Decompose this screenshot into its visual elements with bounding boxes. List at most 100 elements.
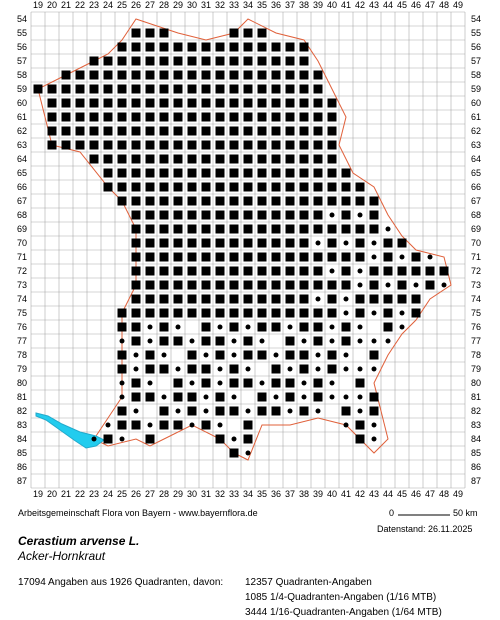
occurrence-square	[257, 280, 267, 290]
occurrence-square	[201, 42, 211, 52]
row-label: 58	[471, 70, 481, 80]
occurrence-square	[313, 224, 323, 234]
row-label: 78	[471, 350, 481, 360]
occurrence-dot	[105, 422, 111, 428]
occurrence-dot	[371, 338, 377, 344]
occurrence-square	[271, 112, 281, 122]
column-label: 49	[453, 489, 463, 499]
occurrence-square	[313, 70, 323, 80]
row-label: 65	[17, 168, 27, 178]
occurrence-square	[75, 98, 85, 108]
occurrence-dot	[357, 408, 363, 414]
occurrence-square	[159, 42, 169, 52]
occurrence-dot	[119, 338, 125, 344]
occurrence-square	[201, 168, 211, 178]
occurrence-square	[285, 224, 295, 234]
occurrence-square	[383, 266, 393, 276]
scale-end: 50 km	[453, 508, 478, 518]
row-label: 79	[17, 364, 27, 374]
column-label: 39	[313, 489, 323, 499]
row-label: 68	[17, 210, 27, 220]
occurrence-dot	[287, 324, 293, 330]
row-label: 86	[471, 462, 481, 472]
occurrence-square	[369, 210, 379, 220]
occurrence-square	[285, 238, 295, 248]
occurrence-square	[229, 266, 239, 276]
occurrence-square	[299, 308, 309, 318]
occurrence-square	[159, 182, 169, 192]
occurrence-square	[229, 196, 239, 206]
occurrence-square	[271, 98, 281, 108]
occurrence-dot	[357, 366, 363, 372]
row-label: 55	[17, 28, 27, 38]
occurrence-square	[285, 56, 295, 66]
occurrence-square	[313, 140, 323, 150]
occurrence-square	[187, 224, 197, 234]
occurrence-square	[117, 308, 127, 318]
occurrence-dot	[119, 394, 125, 400]
occurrence-square	[243, 420, 253, 430]
occurrence-square	[117, 420, 127, 430]
occurrence-dot	[399, 310, 405, 316]
occurrence-square	[271, 322, 281, 332]
occurrence-square	[201, 224, 211, 234]
occurrence-square	[243, 112, 253, 122]
occurrence-square	[117, 84, 127, 94]
occurrence-dot	[357, 338, 363, 344]
occurrence-square	[271, 364, 281, 374]
occurrence-square	[243, 266, 253, 276]
occurrence-square	[229, 84, 239, 94]
occurrence-square	[285, 126, 295, 136]
occurrence-square	[355, 434, 365, 444]
occurrence-dot	[413, 282, 419, 288]
occurrence-square	[313, 322, 323, 332]
occurrence-dot	[147, 380, 153, 386]
occurrence-square	[187, 294, 197, 304]
occurrence-square	[257, 168, 267, 178]
occurrence-square	[215, 154, 225, 164]
occurrence-square	[145, 112, 155, 122]
occurrence-square	[75, 140, 85, 150]
occurrence-dot	[231, 394, 237, 400]
row-label: 68	[471, 210, 481, 220]
occurrence-square	[299, 196, 309, 206]
occurrence-square	[201, 336, 211, 346]
row-label: 83	[17, 420, 27, 430]
row-label: 75	[471, 308, 481, 318]
grid: 19 19 20 20 21 21 22 22 23 23 24 24 25 25 26 26 27 27 28 28…	[17, 0, 481, 499]
occurrence-square	[47, 112, 57, 122]
occurrence-square	[173, 210, 183, 220]
occurrence-square	[271, 140, 281, 150]
occurrence-square	[229, 42, 239, 52]
row-label: 60	[17, 98, 27, 108]
occurrence-square	[201, 364, 211, 374]
occurrence-square	[313, 98, 323, 108]
occurrence-square	[187, 168, 197, 178]
column-label: 28	[159, 489, 169, 499]
occurrence-dot	[357, 324, 363, 330]
occurrence-square	[313, 252, 323, 262]
occurrence-square	[201, 378, 211, 388]
row-label: 55	[471, 28, 481, 38]
occurrence-square	[89, 84, 99, 94]
occurrence-square	[439, 266, 449, 276]
occurrence-square	[117, 350, 127, 360]
occurrence-square	[145, 224, 155, 234]
occurrence-square	[229, 112, 239, 122]
occurrence-dot	[315, 296, 321, 302]
occurrence-dot	[301, 380, 307, 386]
occurrence-square	[243, 224, 253, 234]
occurrence-square	[131, 266, 141, 276]
occurrence-square	[369, 350, 379, 360]
occurrence-square	[341, 280, 351, 290]
column-label: 36	[271, 0, 281, 10]
occurrence-square	[257, 28, 267, 38]
occurrence-square	[257, 392, 267, 402]
occurrence-square	[173, 42, 183, 52]
occurrence-square	[355, 252, 365, 262]
column-label: 41	[341, 489, 351, 499]
occurrence-square	[243, 196, 253, 206]
column-label: 19	[33, 0, 43, 10]
occurrence-square	[257, 210, 267, 220]
occurrence-square	[61, 126, 71, 136]
